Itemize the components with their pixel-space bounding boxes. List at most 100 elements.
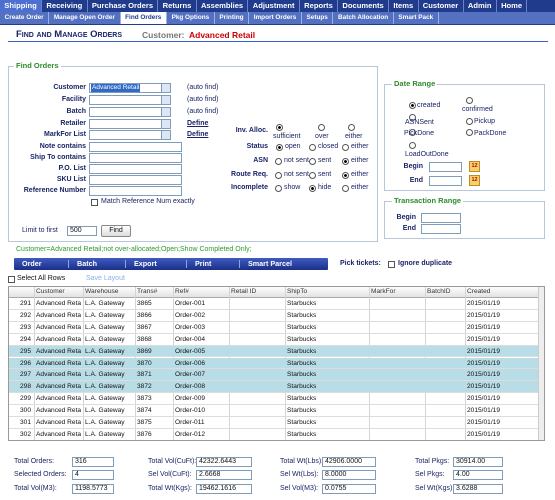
- toolbar-button[interactable]: Batch: [77, 259, 97, 268]
- nav-item[interactable]: Items: [389, 0, 419, 12]
- ignore-checkbox[interactable]: [388, 261, 395, 268]
- define-link[interactable]: Define: [187, 131, 209, 138]
- nav-item[interactable]: Assemblies: [197, 0, 249, 12]
- radio[interactable]: [309, 185, 316, 192]
- radio[interactable]: [276, 124, 283, 131]
- text-input[interactable]: [89, 164, 182, 174]
- radio[interactable]: [318, 124, 325, 131]
- toolbar-button[interactable]: Smart Parcel: [248, 259, 292, 268]
- column-header[interactable]: Customer: [36, 288, 65, 295]
- sub-nav-item[interactable]: Setups: [302, 12, 334, 24]
- sub-nav-item[interactable]: Smart Pack: [394, 12, 439, 24]
- grid-row[interactable]: 292 Advanced Reta L.A. Gateway 3866 Order-00…: [9, 310, 538, 322]
- column-header[interactable]: MarkFor: [371, 288, 396, 295]
- sub-nav-item[interactable]: Create Order: [0, 12, 50, 24]
- radio[interactable]: [275, 172, 282, 179]
- text-input[interactable]: [89, 186, 182, 196]
- grid-cell: Order-006: [175, 359, 206, 367]
- radio[interactable]: [309, 144, 316, 151]
- sub-nav-item[interactable]: Find Orders: [120, 12, 167, 24]
- sub-nav-item[interactable]: Import Orders: [249, 12, 302, 24]
- radio[interactable]: [409, 102, 416, 109]
- text-input[interactable]: [89, 153, 182, 163]
- define-link[interactable]: Define: [187, 120, 209, 127]
- toolbar-button[interactable]: Export: [134, 259, 157, 268]
- nav-item[interactable]: Purchase Orders: [88, 0, 159, 12]
- scrollbar[interactable]: [538, 287, 544, 440]
- nav-item[interactable]: Adjustment: [248, 0, 300, 12]
- select[interactable]: [89, 107, 171, 117]
- column-header[interactable]: ShipTo: [287, 288, 308, 295]
- radio[interactable]: [342, 172, 349, 179]
- radio[interactable]: [342, 144, 349, 151]
- radio[interactable]: [409, 114, 416, 121]
- match-checkbox[interactable]: [91, 199, 98, 206]
- radio[interactable]: [466, 118, 473, 125]
- nav-item[interactable]: Reports: [300, 0, 339, 12]
- grid-row[interactable]: 301 Advanced Reta L.A. Gateway 3875 Order-01…: [9, 417, 538, 429]
- text-input[interactable]: [89, 142, 182, 152]
- radio[interactable]: [275, 158, 282, 165]
- grid-row[interactable]: 300 Advanced Reta L.A. Gateway 3874 Order-01…: [9, 405, 538, 417]
- sub-nav-item[interactable]: Pkg Options: [167, 12, 215, 24]
- grid-row[interactable]: 297 Advanced Reta L.A. Gateway 3871 Order-00…: [9, 369, 538, 382]
- calendar-button[interactable]: 12: [469, 175, 480, 186]
- select[interactable]: Advanced Retail: [89, 83, 171, 93]
- grid-row[interactable]: 298 Advanced Reta L.A. Gateway 3872 Order-00…: [9, 381, 538, 394]
- grid-row[interactable]: 296 Advanced Reta L.A. Gateway 3870 Order-00…: [9, 357, 538, 370]
- select[interactable]: [89, 95, 171, 105]
- nav-item[interactable]: Home: [497, 0, 528, 12]
- total-value: 4: [72, 470, 114, 480]
- radio[interactable]: [275, 185, 282, 192]
- limit-input[interactable]: 500: [67, 226, 97, 236]
- date-input[interactable]: [429, 176, 462, 186]
- grid-row[interactable]: 302 Advanced Reta L.A. Gateway 3876 Order-01…: [9, 429, 538, 440]
- column-header[interactable]: Trans#: [137, 288, 158, 295]
- column-header[interactable]: Retail ID: [231, 288, 257, 295]
- radio[interactable]: [466, 129, 473, 136]
- grid-row[interactable]: 294 Advanced Reta L.A. Gateway 3868 Order-00…: [9, 334, 538, 346]
- radio[interactable]: [409, 129, 416, 136]
- column-header[interactable]: BatchID: [427, 288, 451, 295]
- toolbar-button[interactable]: Order: [22, 259, 42, 268]
- txn-input[interactable]: [421, 213, 461, 223]
- total-value-text: 8.0000: [325, 471, 347, 478]
- total-value: 19462.1616: [196, 484, 252, 494]
- find-button[interactable]: Find: [101, 225, 131, 237]
- date-input[interactable]: [429, 162, 462, 172]
- text-input[interactable]: [89, 175, 182, 185]
- radio[interactable]: [409, 142, 416, 149]
- sub-nav-item[interactable]: Batch Allocation: [333, 12, 394, 24]
- select[interactable]: [89, 130, 171, 140]
- nav-item[interactable]: Receiving: [42, 0, 88, 12]
- radio[interactable]: [309, 172, 316, 179]
- toolbar-button[interactable]: Print: [195, 259, 212, 268]
- grid-row[interactable]: 295 Advanced Reta L.A. Gateway 3869 Order-00…: [9, 345, 538, 358]
- total-label: Total Orders:: [14, 458, 55, 465]
- radio[interactable]: [342, 158, 349, 165]
- radio[interactable]: [309, 158, 316, 165]
- sub-nav-item[interactable]: Printing: [215, 12, 250, 24]
- nav-item[interactable]: Documents: [338, 0, 390, 12]
- nav-item[interactable]: Returns: [158, 0, 197, 12]
- save-layout[interactable]: Save Layout: [86, 275, 125, 282]
- grid-row[interactable]: 299 Advanced Reta L.A. Gateway 3873 Order-00…: [9, 393, 538, 406]
- nav-item[interactable]: Customer: [419, 0, 464, 12]
- grid-row[interactable]: 291 Advanced Reta L.A. Gateway 3865 Order-00…: [9, 298, 538, 310]
- txn-input[interactable]: [421, 224, 461, 234]
- radio[interactable]: [276, 144, 283, 151]
- radio[interactable]: [348, 124, 355, 131]
- column-header[interactable]: Ref#: [175, 288, 189, 295]
- sub-nav-item[interactable]: Manage Open Order: [49, 12, 121, 24]
- nav-item[interactable]: Shipping: [0, 0, 43, 12]
- column-header[interactable]: Warehouse: [85, 288, 119, 295]
- select[interactable]: [89, 119, 171, 129]
- radio[interactable]: [466, 97, 473, 104]
- radio[interactable]: [342, 185, 349, 192]
- nav-item[interactable]: Admin: [464, 0, 497, 12]
- select-all-checkbox[interactable]: [8, 276, 15, 283]
- calendar-button[interactable]: 12: [469, 161, 480, 172]
- select-all-label[interactable]: Select All Rows: [17, 275, 66, 282]
- column-header[interactable]: Created: [467, 288, 491, 295]
- grid-row[interactable]: 293 Advanced Reta L.A. Gateway 3867 Order-00…: [9, 322, 538, 334]
